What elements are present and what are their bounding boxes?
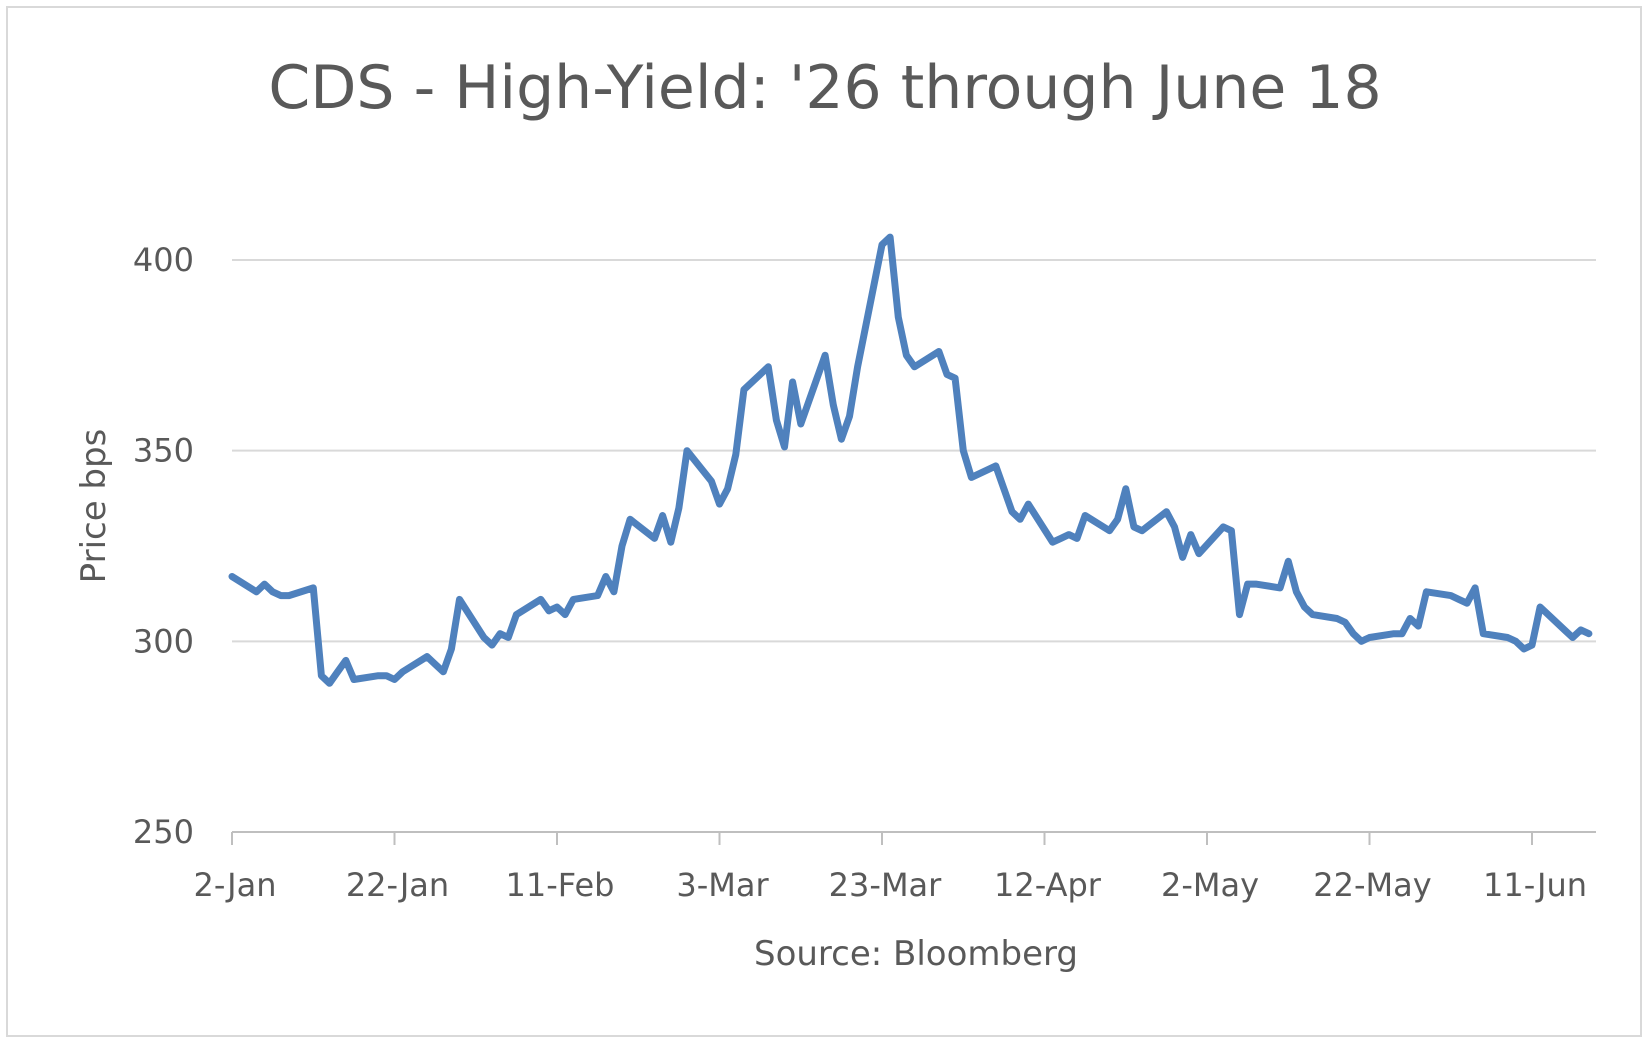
chart-title: CDS - High-Yield: '26 through June 18 — [268, 53, 1381, 123]
gridlines — [232, 259, 1596, 643]
y-tick-label: 350 — [133, 432, 194, 470]
y-tick-label: 400 — [133, 241, 194, 279]
y-axis-title: Price bps — [74, 429, 114, 584]
x-tick-label: 2-May — [1161, 866, 1259, 904]
x-tick-label: 2-Jan — [193, 866, 276, 904]
series-line — [228, 233, 1593, 687]
x-tick-label: 11-Jun — [1483, 866, 1587, 904]
y-axis-ticks: 250 300 350 400 — [133, 241, 194, 851]
x-tick-label: 23-Mar — [829, 866, 942, 904]
x-tick-label: 22-May — [1313, 866, 1431, 904]
series — [228, 233, 1593, 687]
x-tick-label: 3-Mar — [676, 866, 769, 904]
x-axis — [231, 831, 1596, 845]
chart-frame — [6, 6, 1642, 1037]
x-axis-title: Source: Bloomberg — [754, 934, 1078, 974]
x-tick-label: 12-Apr — [994, 866, 1102, 904]
x-axis-ticks: 2-Jan 22-Jan 11-Feb 3-Mar 23-Mar 12-Apr 2-May 2… — [193, 866, 1587, 904]
y-tick-label: 300 — [133, 622, 194, 660]
y-tick-label: 250 — [133, 813, 194, 851]
x-tick-label: 11-Feb — [506, 866, 615, 904]
x-tick-label: 22-Jan — [346, 866, 449, 904]
